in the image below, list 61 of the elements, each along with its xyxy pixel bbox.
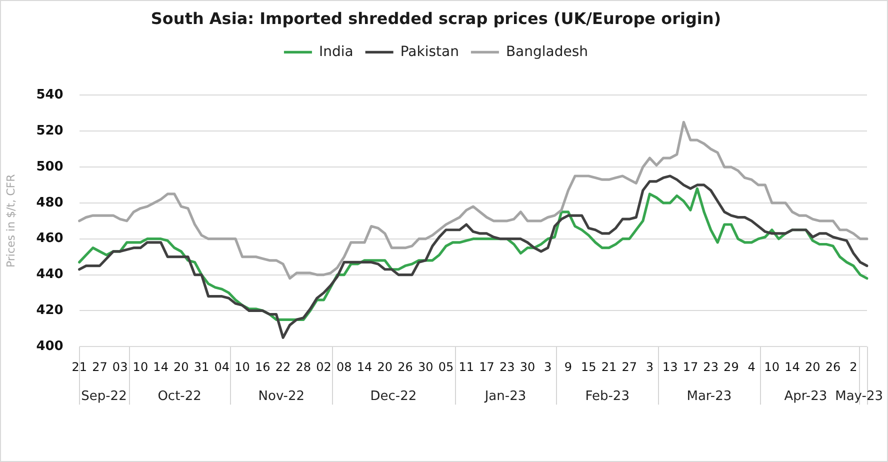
y-tick-label: 500 xyxy=(36,159,64,174)
x-tick-label: 10 xyxy=(234,360,250,374)
y-axis-title: Prices in $/t, CFR xyxy=(4,174,18,268)
legend-label: Pakistan xyxy=(400,44,459,60)
x-tick-label: 16 xyxy=(255,360,270,374)
x-tick-label: 23 xyxy=(703,360,718,374)
x-tick-label: 29 xyxy=(724,360,739,374)
legend-label: India xyxy=(318,44,354,60)
x-tick-label: 05 xyxy=(438,360,454,374)
x-tick-label: 21 xyxy=(601,360,617,374)
text: Oct-22 xyxy=(158,388,202,404)
text: May-23 xyxy=(835,388,884,404)
x-tick-label: 30 xyxy=(418,360,434,374)
y-tick-label: 520 xyxy=(36,123,64,138)
x-tick-label: 13 xyxy=(662,360,678,374)
x-tick-label: 03 xyxy=(112,360,128,374)
x-tick-label: 14 xyxy=(153,360,168,374)
y-tick-label: 440 xyxy=(36,267,64,282)
x-tick-label: 08 xyxy=(336,360,352,374)
x-tick-label: 17 xyxy=(479,360,494,374)
x-tick-label: 11 xyxy=(458,360,474,374)
x-tick-label: 23 xyxy=(499,360,515,374)
y-tick-label: 420 xyxy=(36,303,64,318)
text: Mar-23 xyxy=(686,388,732,404)
x-tick-label: 04 xyxy=(214,360,230,374)
x-tick-label: 4 xyxy=(748,360,756,374)
x-tick-label: 20 xyxy=(805,360,820,374)
x-tick-label: 26 xyxy=(825,360,841,374)
x-tick-label: 30 xyxy=(520,360,536,374)
x-tick-label: 10 xyxy=(764,360,780,374)
x-tick-label: 27 xyxy=(92,360,108,374)
x-tick-label: 02 xyxy=(316,360,332,374)
legend-label: Bangladesh xyxy=(506,44,588,60)
y-tick-label: 480 xyxy=(36,195,64,210)
x-tick-label: 22 xyxy=(275,360,291,374)
text: Dec-22 xyxy=(370,388,417,404)
y-tick-label: 400 xyxy=(36,338,64,354)
x-tick-label: 26 xyxy=(398,360,413,374)
text: Apr-23 xyxy=(784,388,828,404)
text: Feb-23 xyxy=(585,388,630,404)
text: Sep-22 xyxy=(81,388,127,404)
chart-title: South Asia: Imported shredded scrap prices (UK/Europe origin) xyxy=(150,8,722,28)
y-tick-label: 540 xyxy=(36,88,64,103)
x-tick-label: 31 xyxy=(194,360,210,374)
x-tick-label: 2 xyxy=(850,360,858,374)
text: Nov-22 xyxy=(258,388,305,404)
x-tick-label: 20 xyxy=(174,360,189,374)
x-tick-label: 20 xyxy=(377,360,393,374)
x-tick-label: 14 xyxy=(784,360,800,374)
x-tick-label: 3 xyxy=(544,360,552,374)
x-tick-label: 28 xyxy=(296,360,312,374)
x-tick-label: 10 xyxy=(132,360,148,374)
x-tick-label: 3 xyxy=(646,360,654,374)
x-tick-label: 9 xyxy=(564,360,572,374)
y-tick-label: 460 xyxy=(36,231,64,246)
x-tick-label: 17 xyxy=(682,360,698,374)
x-tick-label: 21 xyxy=(72,360,87,374)
x-tick-label: 15 xyxy=(580,360,596,374)
text: Jan-23 xyxy=(484,388,526,404)
x-tick-label: 14 xyxy=(356,360,372,374)
x-tick-label: 27 xyxy=(622,360,637,374)
